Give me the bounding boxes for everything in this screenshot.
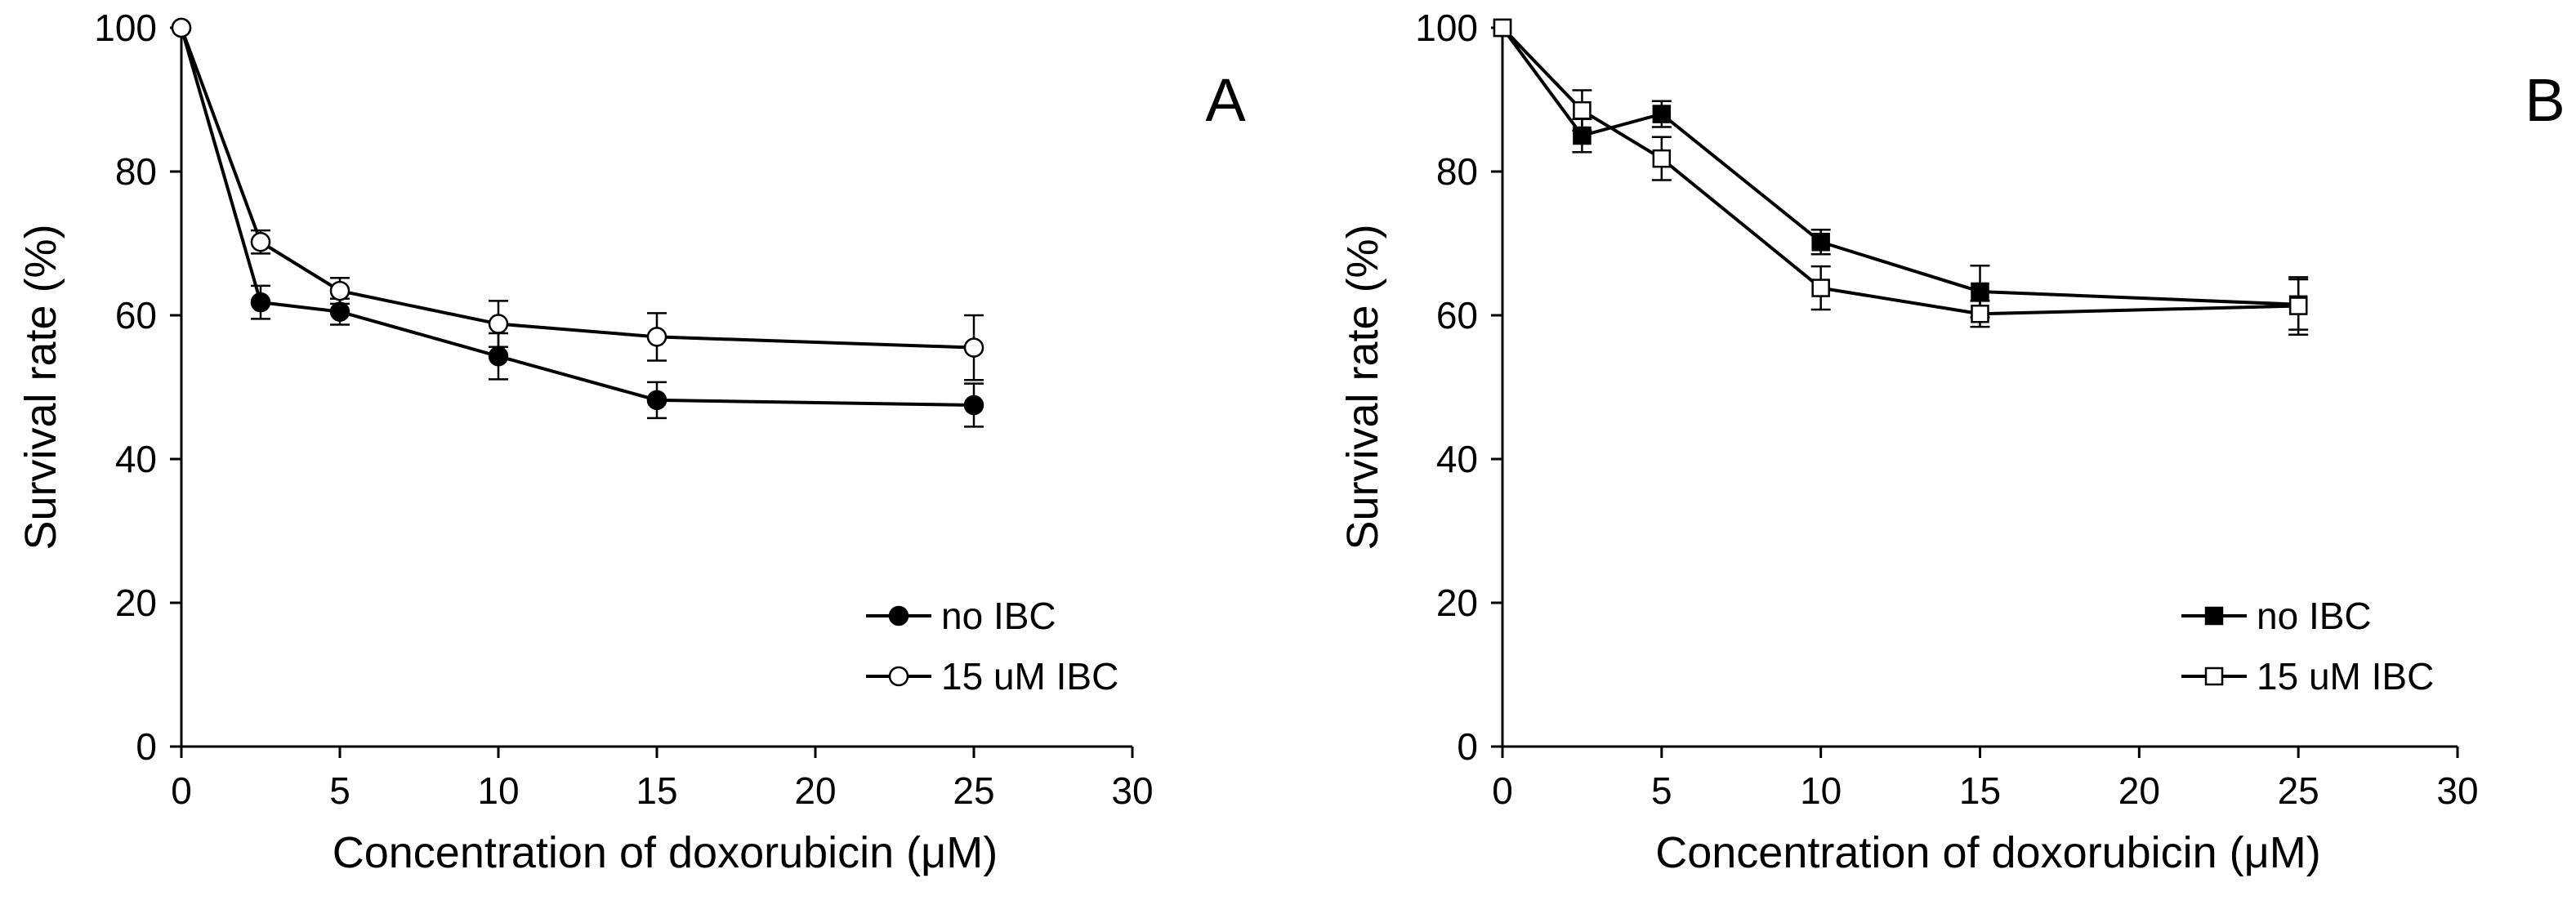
data-point-marker	[963, 337, 984, 358]
data-point-marker	[646, 390, 667, 411]
data-point-marker	[1573, 100, 1592, 120]
data-point-marker	[329, 301, 350, 322]
data-point-marker	[1652, 149, 1672, 168]
y-tick-label: 0	[136, 725, 157, 768]
data-point-marker	[1971, 282, 1989, 301]
y-tick-label: 100	[94, 7, 157, 49]
data-point-marker	[250, 292, 271, 313]
x-axis-title: Concentration of doxorubicin (μM)	[1655, 828, 2320, 877]
series-no-ibc	[1493, 18, 2309, 331]
data-point-marker	[1811, 279, 1830, 297]
y-tick-label: 20	[115, 582, 157, 624]
data-point-marker	[1493, 18, 1512, 38]
legend: no IBC 15 uM IBC	[2181, 595, 2434, 698]
x-tick-label: 5	[329, 769, 350, 812]
data-point-marker	[888, 666, 909, 687]
y-tick-label: 40	[1436, 438, 1478, 480]
data-point-marker	[2288, 296, 2308, 315]
x-tick-label: 0	[1492, 769, 1513, 812]
y-tick-label: 100	[1415, 7, 1478, 49]
x-tick-label: 10	[477, 769, 519, 812]
x-axis-title: Concentration of doxorubicin (μM)	[333, 828, 998, 877]
data-point-marker	[488, 314, 509, 334]
legend-label: 15 uM IBC	[2257, 655, 2434, 698]
data-point-marker	[2204, 606, 2224, 626]
y-tick-label: 20	[1436, 582, 1478, 624]
x-tick-label: 30	[1111, 769, 1153, 812]
series-line	[180, 27, 975, 350]
data-point-marker	[171, 17, 192, 38]
panel-a: 0 20 40 60 80 100 0 5 10 15 20 25 30 Concentration of…	[16, 7, 1246, 877]
y-tick-label: 60	[1436, 294, 1478, 337]
x-tick-label: 5	[1651, 769, 1672, 812]
x-tick-label: 20	[2118, 769, 2160, 812]
series-15um-ibc	[171, 17, 984, 381]
x-tick-label: 25	[953, 769, 994, 812]
x-tick-label: 0	[171, 769, 192, 812]
x-tick-label: 30	[2436, 769, 2478, 812]
y-tick-label: 60	[115, 294, 157, 337]
series-line	[1501, 26, 2299, 316]
x-tick-label: 15	[1959, 769, 2001, 812]
y-tick-label: 40	[115, 438, 157, 480]
data-point-marker	[250, 231, 271, 252]
data-point-marker	[888, 605, 909, 626]
data-point-marker	[1811, 232, 1830, 252]
legend-label: 15 uM IBC	[941, 655, 1118, 698]
data-point-marker	[329, 280, 350, 301]
y-tick-label: 0	[1457, 725, 1478, 768]
y-tick-label: 80	[1436, 150, 1478, 193]
x-tick-label: 15	[636, 769, 677, 812]
panel-letter: B	[2525, 66, 2565, 134]
series-line	[180, 27, 975, 407]
x-tick-label: 25	[2278, 769, 2319, 812]
y-axis-title: Survival rate (%)	[16, 224, 65, 550]
data-point-marker	[646, 327, 667, 347]
panel-b: 0 20 40 60 80 100 0 5 10 15 20 25 30 Concentration of…	[1338, 7, 2565, 877]
data-point-marker	[2204, 666, 2224, 686]
y-axis-title: Survival rate (%)	[1338, 224, 1387, 550]
series-line	[1501, 26, 2299, 306]
legend-label: no IBC	[2257, 595, 2372, 637]
x-tick-label: 20	[794, 769, 836, 812]
y-tick-label: 80	[115, 150, 157, 193]
x-tick-label: 10	[1800, 769, 1842, 812]
data-point-marker	[488, 346, 509, 367]
series-15um-ibc	[1493, 18, 2309, 337]
legend: no IBC 15 uM IBC	[866, 595, 1118, 698]
data-point-marker	[963, 395, 984, 416]
legend-label: no IBC	[941, 595, 1056, 637]
data-point-marker	[1971, 304, 1989, 323]
panel-letter: A	[1205, 66, 1246, 134]
series-no-ibc	[171, 17, 984, 428]
data-point-marker	[1652, 105, 1672, 123]
